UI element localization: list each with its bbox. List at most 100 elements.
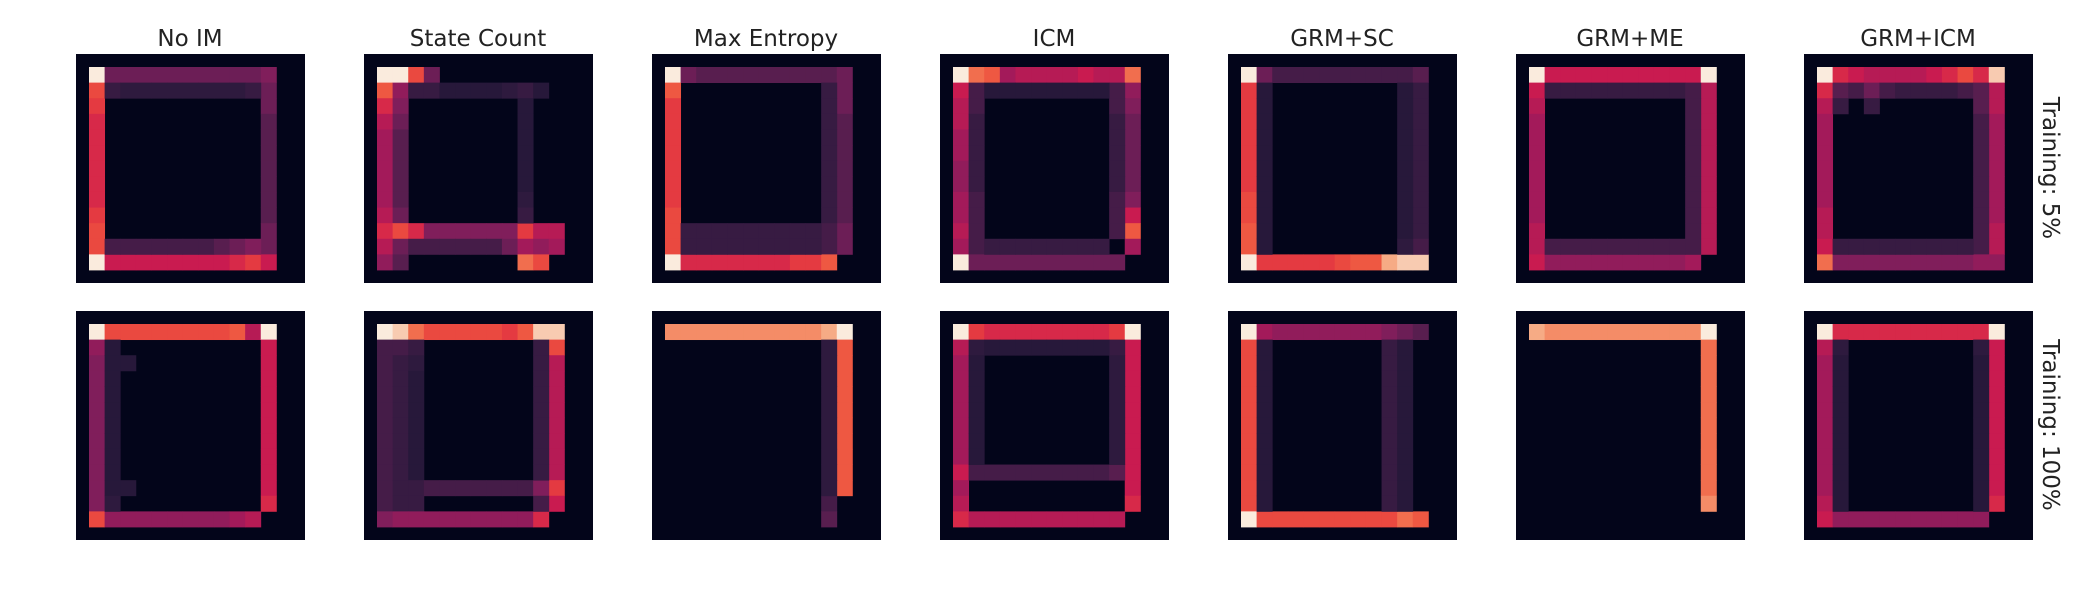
heatmap-cell [1287,67,1304,84]
heatmap-cell [1817,495,1834,512]
heatmap-cell [1109,370,1126,387]
heatmap-cell [1544,67,1561,84]
heatmap-cell [151,82,168,99]
heatmap-cell [89,370,106,387]
heatmap-cell [89,160,106,177]
heatmap-cell [1256,254,1273,271]
heatmap-cell [665,113,682,130]
heatmap-cell [1365,254,1382,271]
heatmap-cell [984,238,1001,255]
heatmap-cell [953,355,970,372]
heatmap-cell [1988,386,2005,403]
heatmap-cell [213,324,230,341]
heatmap-cell [1653,67,1670,84]
heatmap-cell [1350,254,1367,271]
heatmap-cell [1973,511,1990,528]
heatmap-cell [423,324,440,341]
heatmap-cell [1093,464,1110,481]
heatmap-cell [1988,207,2005,224]
heatmap-cell [953,129,970,146]
heatmap-cell [836,207,853,224]
heatmap-cell [1256,464,1273,481]
heatmap-cell [104,402,121,419]
heatmap-cell [1988,113,2005,130]
heatmap-cell [1241,176,1258,193]
heatmap-cell [1700,495,1717,512]
heatmap-cell [1879,324,1896,341]
heatmap-cell [377,254,394,271]
heatmap-cell [1241,480,1258,497]
heatmap-cell [1700,176,1717,193]
heatmap-cell [1077,464,1094,481]
heatmap-cell [984,82,1001,99]
heatmap-cell [1124,402,1141,419]
heatmap-cell [1700,355,1717,372]
heatmap-cell [836,339,853,356]
heatmap-panel [364,54,593,283]
column-title-grm-sc: GRM+SC [1290,26,1394,52]
heatmap-cell [1319,254,1336,271]
heatmap-cell [408,448,425,465]
heatmap-cell [104,339,121,356]
heatmap-cell [1109,191,1126,208]
heatmap-cell [1973,254,1990,271]
heatmap-cell [1591,324,1608,341]
heatmap-cell [1895,82,1912,99]
heatmap-cell [1412,254,1429,271]
heatmap-cell [1529,145,1546,162]
heatmap-cell [1256,324,1273,341]
heatmap-cell [1124,176,1141,193]
heatmap-cell [1109,98,1126,115]
heatmap-cell [470,480,487,497]
heatmap-cell [1124,370,1141,387]
heatmap-cell [1817,129,1834,146]
heatmap-cell [533,386,550,403]
heatmap-cell [1700,464,1717,481]
heatmap-cell [968,67,985,84]
heatmap-cell [1653,324,1670,341]
heatmap-cell [1031,254,1048,271]
heatmap-cell [533,433,550,450]
heatmap-cell [953,223,970,240]
heatmap-cell [548,223,565,240]
heatmap-cell [1529,82,1546,99]
heatmap-cell [1622,238,1639,255]
heatmap-cell [968,98,985,115]
heatmap-cell [548,417,565,434]
heatmap-cell [1529,113,1546,130]
heatmap-cell [1832,254,1849,271]
heatmap-cell [1910,67,1927,84]
heatmap-cell [1412,511,1429,528]
heatmap-cell [245,254,262,271]
heatmap-cell [1591,254,1608,271]
heatmap-cell [1124,433,1141,450]
heatmap-cell [1124,191,1141,208]
heatmap-cell [1412,238,1429,255]
heatmap-cell [392,98,409,115]
heatmap-cell [968,386,985,403]
heatmap-cell [821,145,838,162]
heatmap-cell [392,223,409,240]
heatmap-cell [953,98,970,115]
heatmap-cell [1529,191,1546,208]
heatmap-cell [1700,402,1717,419]
heatmap-cell [167,67,184,84]
heatmap-panel [940,54,1169,283]
heatmap-cell [1241,370,1258,387]
heatmap-cell [182,82,199,99]
heatmap-cell [517,324,534,341]
heatmap-cell [392,160,409,177]
heatmap-cell [229,67,246,84]
heatmap-cell [1653,238,1670,255]
heatmap-cell [821,160,838,177]
heatmap-cell [1638,82,1655,99]
heatmap-cell [1973,355,1990,372]
heatmap-cell [1093,339,1110,356]
heatmap-cell [968,207,985,224]
heatmap-cell [1685,324,1702,341]
heatmap-cell [1124,67,1141,84]
heatmap-cell [423,511,440,528]
heatmap-cell [1529,129,1546,146]
heatmap-cell [821,223,838,240]
heatmap-cell [821,129,838,146]
